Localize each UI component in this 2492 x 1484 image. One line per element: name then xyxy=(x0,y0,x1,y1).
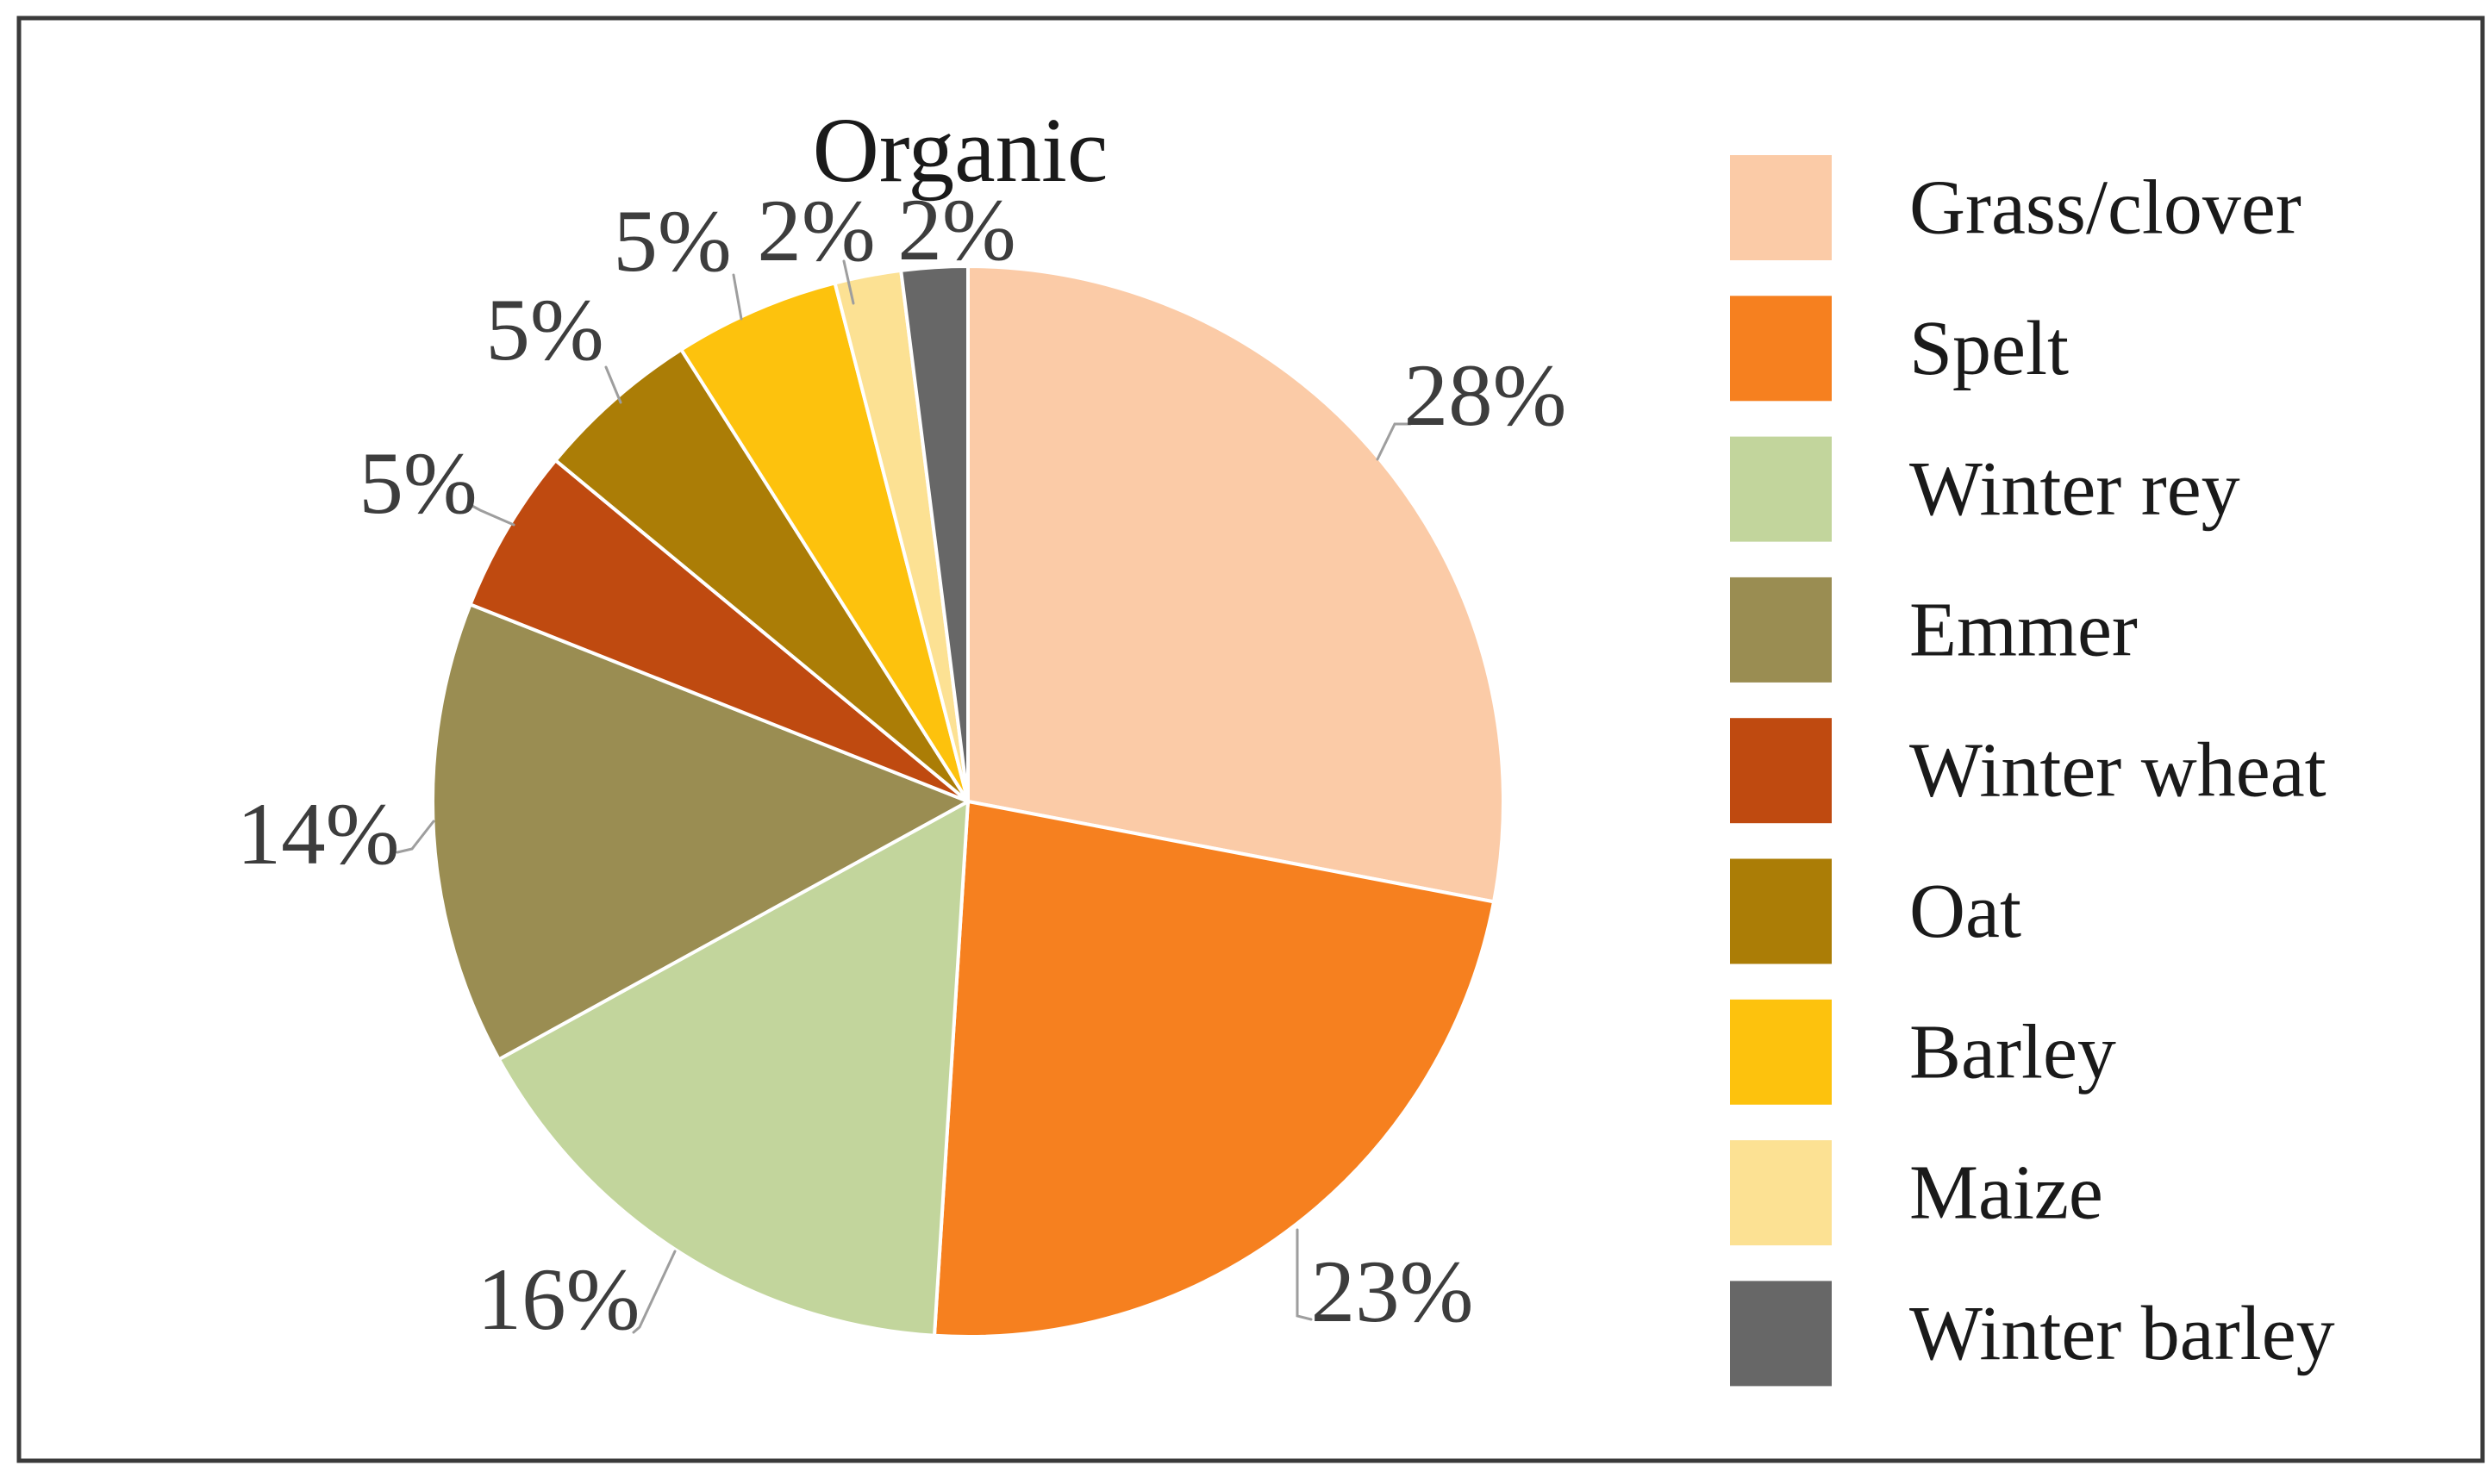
leader-line-winter-wheat xyxy=(469,503,515,527)
legend-item-spelt: Spelt xyxy=(1730,296,2069,402)
legend-label-winter-barley: Winter barley xyxy=(1909,1291,2335,1376)
pie-slice-label-maize: 2% xyxy=(757,182,875,280)
leader-line-oat xyxy=(604,365,622,404)
legend-swatch-winter-wheat xyxy=(1730,718,1832,824)
legend-item-winter-wheat: Winter wheat xyxy=(1730,718,2326,824)
pie-slice-winter-rey xyxy=(497,800,970,1337)
pie-slice-spelt xyxy=(933,800,1496,1339)
legend-swatch-oat xyxy=(1730,858,1832,964)
legend-swatch-emmer xyxy=(1730,577,1832,683)
pie-slice-label-winter-barley: 2% xyxy=(897,181,1015,279)
pie-slice-label-emmer: 14% xyxy=(237,785,400,883)
legend-swatch-maize xyxy=(1730,1140,1832,1246)
pie-slice-label-winter-rey: 16% xyxy=(478,1250,640,1349)
pie-slice-label-spelt: 23% xyxy=(1311,1243,1474,1341)
legend-label-emmer: Emmer xyxy=(1909,587,2138,672)
legend-item-barley: Barley xyxy=(1730,999,2116,1105)
pie-slice-grass-clover xyxy=(966,265,1505,904)
legend-label-winter-wheat: Winter wheat xyxy=(1909,728,2326,814)
legend-label-maize: Maize xyxy=(1909,1150,2103,1236)
pie-slice-winter-barley xyxy=(899,265,970,803)
pie-slice-barley xyxy=(679,281,970,803)
legend-item-winter-barley: Winter barley xyxy=(1730,1281,2335,1387)
pie-slice-label-winter-wheat: 5% xyxy=(359,434,477,533)
pie-slice-winter-wheat xyxy=(468,458,970,803)
pie-slice-label-barley: 5% xyxy=(613,192,731,290)
leader-line-maize xyxy=(842,259,855,305)
pie-slice-emmer xyxy=(431,602,970,1062)
pie-slice-label-oat: 5% xyxy=(485,281,603,379)
leader-line-barley xyxy=(732,273,743,321)
legend-item-maize: Maize xyxy=(1730,1140,2103,1246)
legend-swatch-grass-clover xyxy=(1730,155,1832,260)
pie-slice-oat xyxy=(553,347,970,803)
legend-label-winter-rey: Winter rey xyxy=(1909,446,2240,532)
legend-label-spelt: Spelt xyxy=(1909,306,2069,391)
legend-label-oat: Oat xyxy=(1909,869,2021,954)
leader-line-winter-rey xyxy=(632,1250,677,1334)
legend: Grass/clover Spelt Winter rey Emmer Winter w… xyxy=(1730,155,2335,1387)
pie-chart xyxy=(431,265,1505,1339)
legend-swatch-winter-rey xyxy=(1730,436,1832,542)
legend-swatch-winter-barley xyxy=(1730,1281,1832,1387)
chart-title: Organic xyxy=(813,100,1109,202)
legend-swatch-spelt xyxy=(1730,296,1832,402)
legend-item-oat: Oat xyxy=(1730,858,2021,964)
leader-lines xyxy=(396,259,1412,1334)
leader-line-grass-clover xyxy=(1376,422,1412,461)
pie-slice-label-grass-clover: 28% xyxy=(1404,346,1567,445)
legend-item-grass-clover: Grass/clover xyxy=(1730,155,2302,260)
legend-label-grass-clover: Grass/clover xyxy=(1909,165,2302,251)
slice-percentage-labels: 28%23%16%14%5%5%5% 2% 2% xyxy=(237,181,1567,1349)
leader-line-emmer xyxy=(396,820,435,854)
legend-item-winter-rey: Winter rey xyxy=(1730,436,2240,542)
legend-item-emmer: Emmer xyxy=(1730,577,2138,683)
leader-line-spelt xyxy=(1296,1228,1313,1321)
legend-swatch-barley xyxy=(1730,999,1832,1105)
legend-label-barley: Barley xyxy=(1909,1009,2116,1094)
